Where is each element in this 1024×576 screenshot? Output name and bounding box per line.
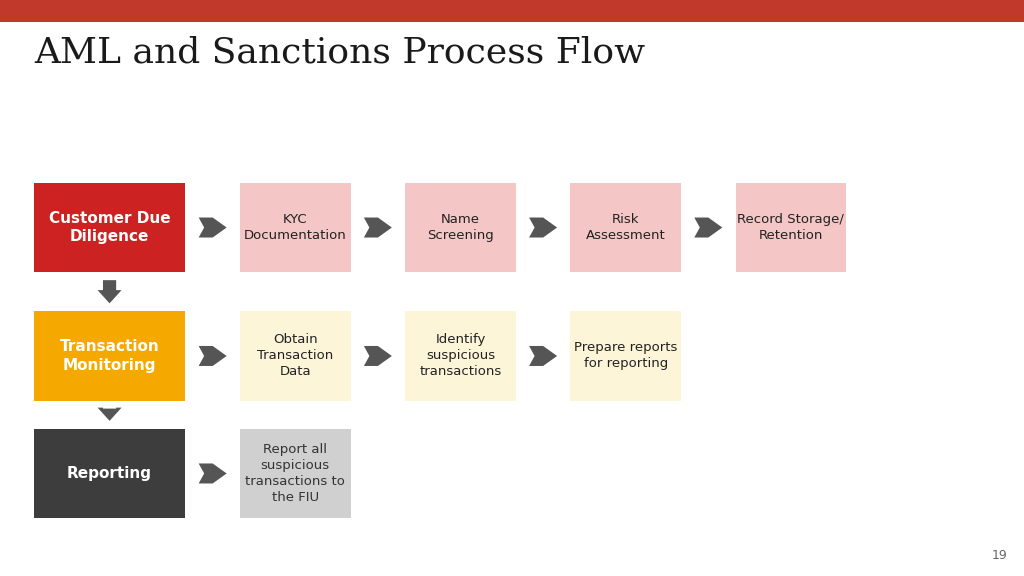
Text: Report all
suspicious
transactions to
the FIU: Report all suspicious transactions to th… — [246, 443, 345, 504]
Bar — [240, 429, 350, 518]
Polygon shape — [199, 464, 226, 483]
Polygon shape — [529, 218, 557, 237]
Polygon shape — [364, 346, 392, 366]
Bar — [570, 311, 681, 401]
Text: Prepare reports
for reporting: Prepare reports for reporting — [574, 342, 678, 370]
Polygon shape — [199, 346, 226, 366]
Bar — [570, 183, 681, 272]
Bar — [34, 429, 185, 518]
Text: Obtain
Transaction
Data: Obtain Transaction Data — [257, 334, 334, 378]
Text: Identify
suspicious
transactions: Identify suspicious transactions — [420, 334, 502, 378]
Bar — [240, 311, 350, 401]
Bar — [0, 0, 1024, 22]
Text: Transaction
Monitoring: Transaction Monitoring — [59, 339, 160, 373]
Bar — [735, 183, 846, 272]
Polygon shape — [364, 218, 392, 237]
Text: KYC
Documentation: KYC Documentation — [244, 213, 347, 242]
Text: Name
Screening: Name Screening — [427, 213, 494, 242]
Text: Reporting: Reporting — [67, 466, 153, 481]
Text: Customer Due
Diligence: Customer Due Diligence — [49, 211, 170, 244]
Bar — [240, 183, 350, 272]
Text: Risk
Assessment: Risk Assessment — [586, 213, 666, 242]
Polygon shape — [97, 280, 122, 304]
Text: Record Storage/
Retention: Record Storage/ Retention — [737, 213, 845, 242]
Polygon shape — [199, 218, 226, 237]
Polygon shape — [694, 218, 722, 237]
Bar — [34, 183, 185, 272]
Bar — [406, 311, 516, 401]
Polygon shape — [97, 408, 122, 421]
Bar — [406, 183, 516, 272]
Text: AML and Sanctions Process Flow: AML and Sanctions Process Flow — [34, 36, 645, 70]
Polygon shape — [529, 346, 557, 366]
Bar — [34, 311, 185, 401]
Text: 19: 19 — [992, 549, 1008, 562]
